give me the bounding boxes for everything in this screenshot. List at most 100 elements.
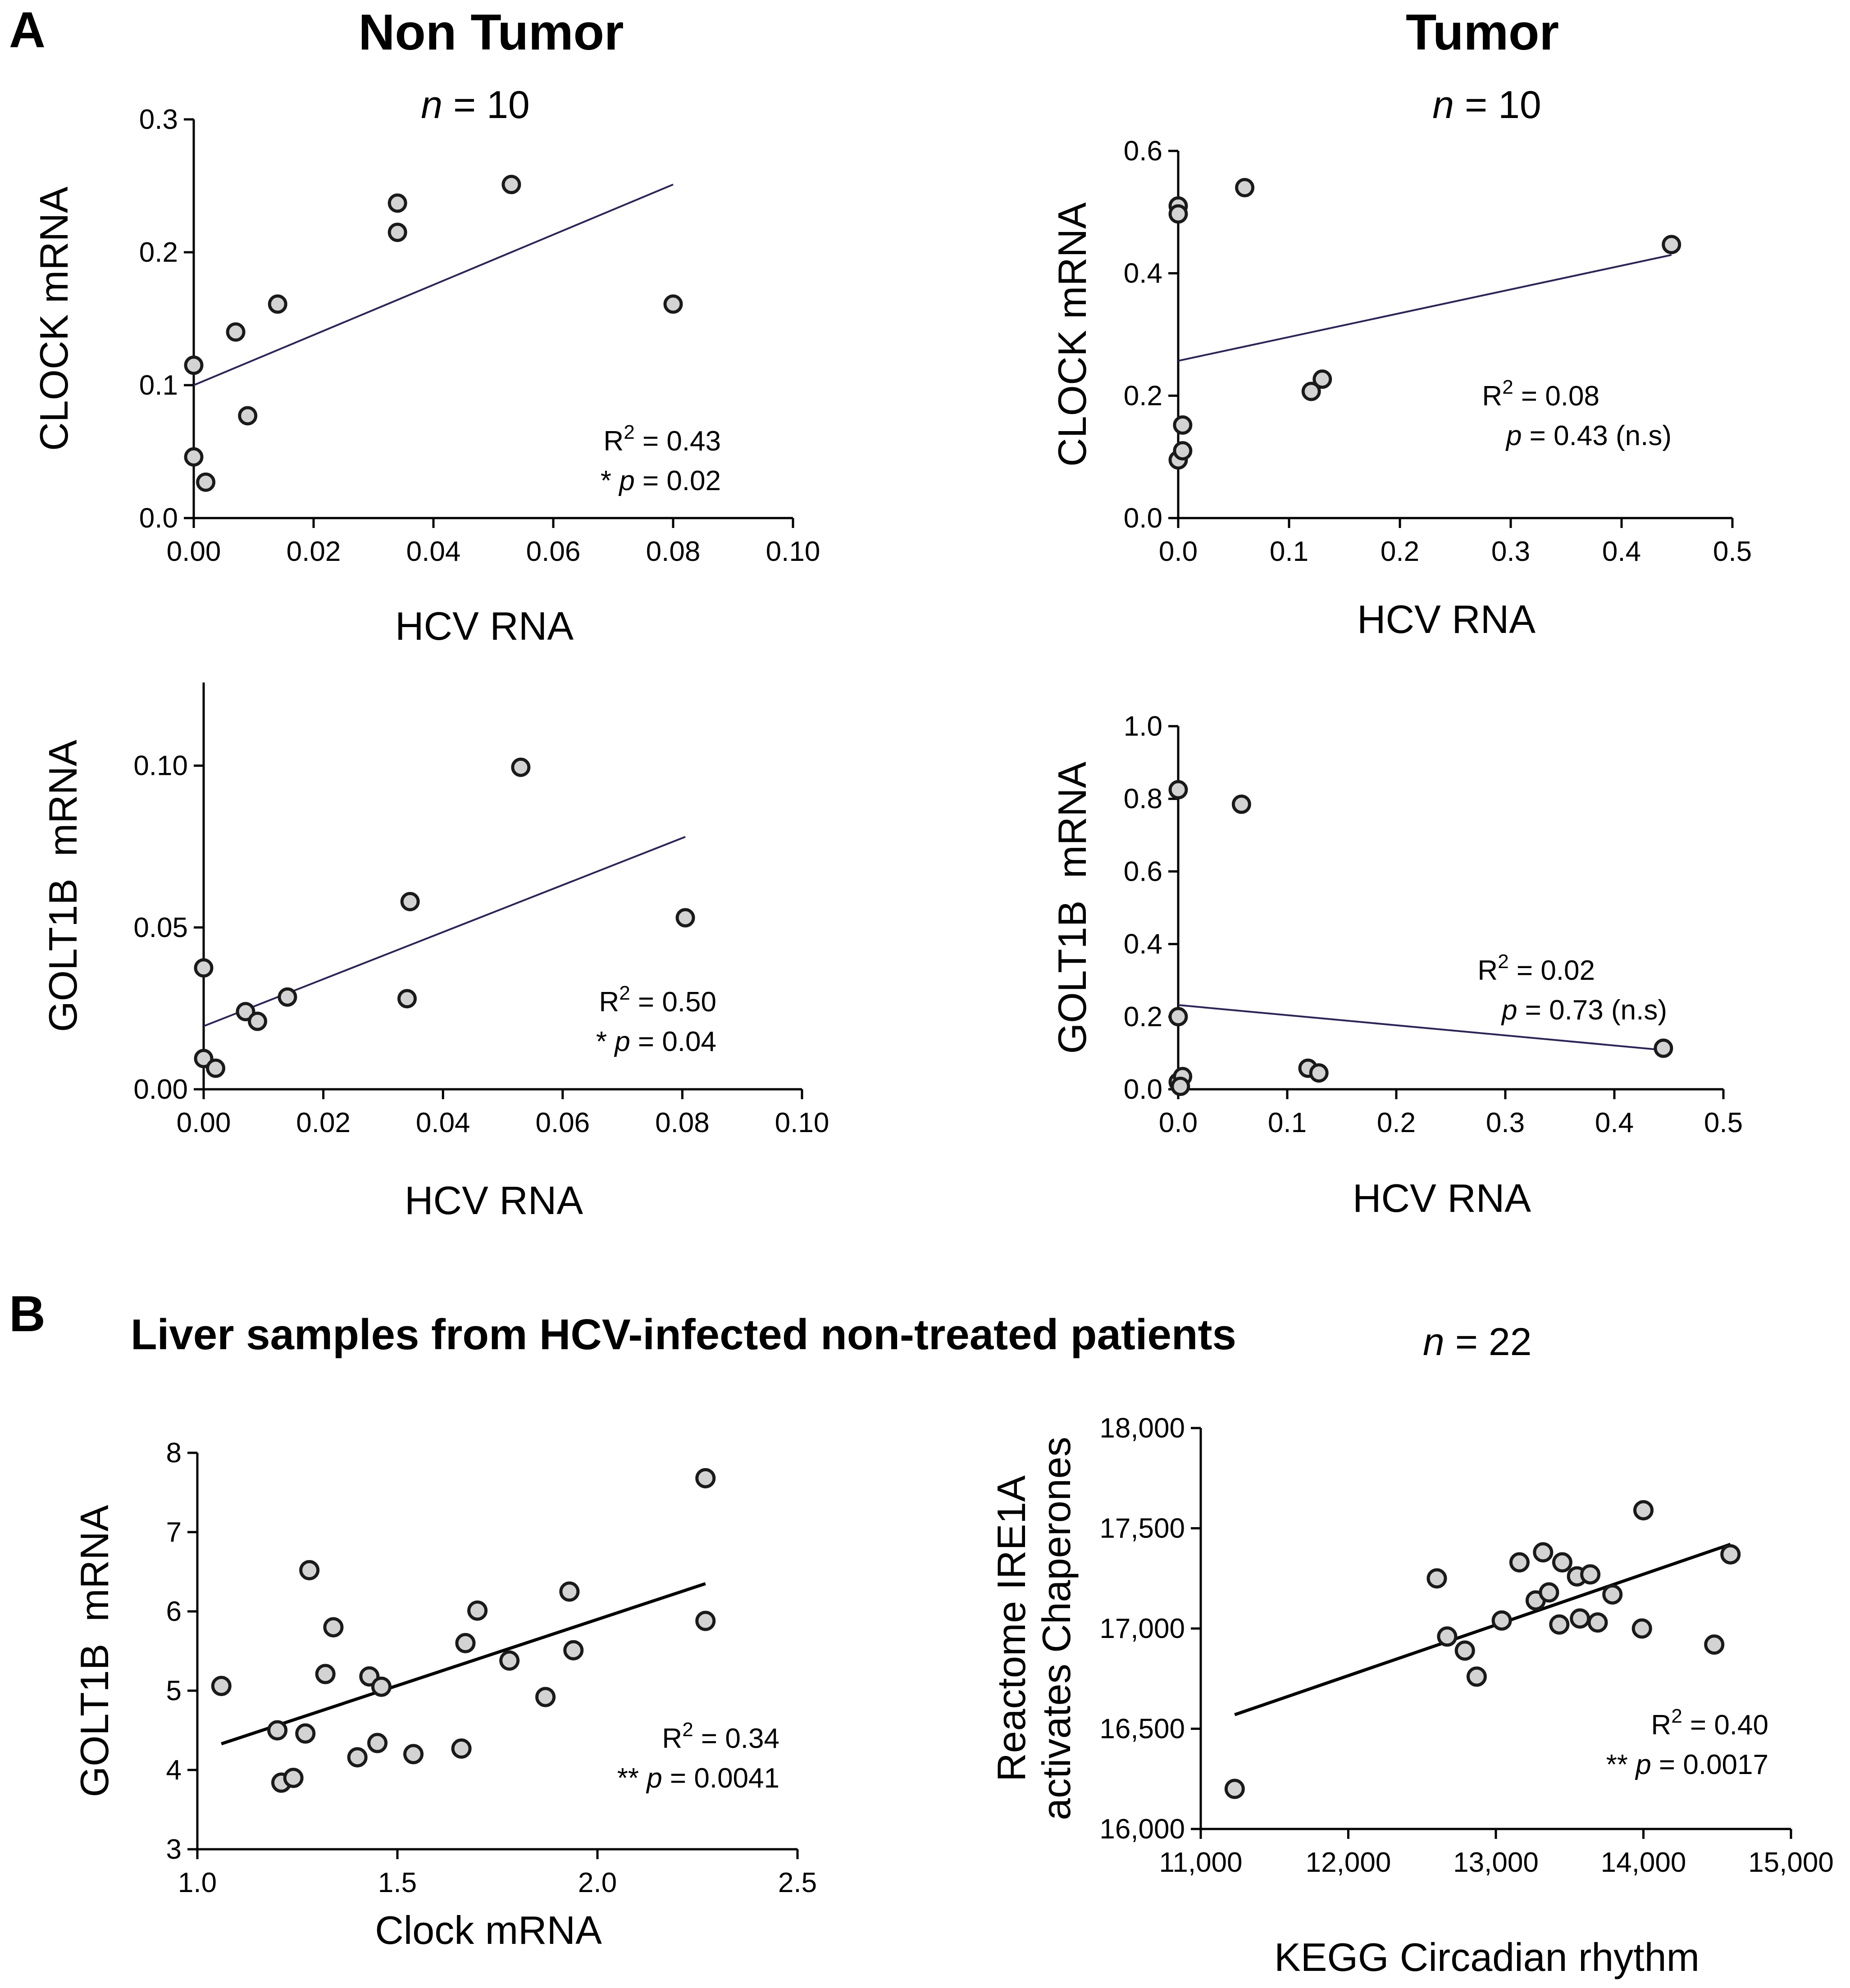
x-tick-label: 0.1 [1270,536,1308,567]
y-axis-label: CLOCK mRNA [1050,202,1094,467]
data-point [1454,1640,1475,1661]
p-value-label: ** p = 0.0041 [617,1763,779,1794]
data-point [1654,1038,1673,1058]
data-point [238,406,258,426]
y-tick-label: 6 [166,1596,182,1627]
x-tick-label: 0.4 [1595,1107,1634,1138]
y-axis-label: activates Chaperones [1034,1437,1079,1820]
regression-line [1234,1542,1731,1716]
y-tick-label: 16,500 [1099,1714,1185,1745]
x-tick-label: 14,000 [1601,1847,1686,1878]
x-tick-label: 0.06 [535,1107,590,1138]
data-point [1168,780,1188,800]
y-tick-label: 0.0 [139,503,178,534]
column-title-tumor: Tumor [1406,4,1559,60]
r-squared-label: R2 = 0.43 [603,421,721,457]
r-squared-label: R2 = 0.34 [662,1719,779,1754]
r-equals: = 0.08 [1513,381,1599,412]
p-symbol: p [1505,420,1522,451]
data-point [1173,441,1193,461]
y-axis-label: CLOCK mRNA [32,187,76,451]
x-tick-label: 1.5 [378,1867,417,1898]
y-tick-label: 0.4 [1124,929,1162,960]
y-tick-label: 0.8 [1124,783,1162,814]
data-point [184,447,204,467]
r-squared-label: R2 = 0.08 [1482,376,1599,412]
p-value-label: * p = 0.02 [601,465,721,496]
data-point [1171,1077,1190,1096]
y-tick-label: 1.0 [1124,711,1162,742]
p-symbol: p [1501,995,1517,1026]
n-count: = 22 [1444,1320,1532,1364]
p-symbol: p [646,1763,662,1794]
data-point [206,1058,226,1078]
data-point [1312,369,1332,389]
data-point [1309,1063,1329,1083]
data-point [194,958,214,978]
y-axis-label: GOLT1B mRNA [1050,761,1094,1054]
y-tick-label: 0.10 [133,751,188,782]
data-point [268,294,287,314]
data-point [695,1610,716,1631]
r-squared-label: R2 = 0.50 [599,982,716,1018]
data-point [283,1768,304,1788]
data-point [184,355,204,375]
y-tick-label: 7 [166,1517,182,1548]
data-point [295,1723,316,1744]
p-stars: * [601,465,619,496]
data-point [315,1664,336,1684]
data-point [367,1733,388,1753]
panel-a-letter: A [9,2,46,58]
data-point [278,987,297,1007]
r-squared-label: R2 = 0.02 [1477,951,1595,986]
y-tick-label: 17,500 [1099,1513,1185,1544]
p-symbol: p [614,1026,630,1057]
x-axis-label: KEGG Circadian rhythm [1274,1935,1700,1979]
r-symbol: R [603,426,624,457]
y-tick-label: 5 [166,1675,182,1706]
x-axis-label: HCV RNA [1357,597,1536,641]
y-tick-label: 17,000 [1099,1613,1185,1644]
x-tick-label: 0.04 [406,536,461,567]
x-axis-label: Clock mRNA [375,1908,602,1952]
data-point [387,193,407,213]
data-point [267,1720,288,1741]
y-tick-label: 4 [166,1755,182,1786]
chart-nontumor-golt1b: 0.00 0.05 0.10 0.00 0.02 0.04 0.06 0.08 0.10 HCV … [41,682,829,1223]
y-tick-label: 18,000 [1099,1413,1185,1444]
data-point [1231,794,1251,814]
p-number: = 0.02 [635,465,721,496]
data-point [1570,1608,1590,1629]
r-symbol: R [1477,955,1498,986]
data-point [403,1744,424,1765]
r-symbol: R [1651,1710,1671,1741]
p-stars: ** [1606,1749,1636,1780]
x-tick-label: 0.3 [1491,536,1530,567]
p-value-label: ** p = 0.0017 [1606,1749,1768,1780]
x-tick-label: 0.5 [1713,536,1752,567]
data-point [1587,1612,1608,1633]
x-tick-label: 1.0 [178,1867,217,1898]
data-point [1704,1634,1725,1655]
r-exponent: 2 [1671,1705,1682,1727]
data-point [1301,382,1321,401]
p-value-label: p = 0.73 (n.s) [1501,995,1667,1026]
r-equals: = 0.43 [635,426,721,457]
x-tick-label: 0.5 [1704,1107,1743,1138]
chart-b-clock-golt1b: 3 4 5 6 7 8 1.0 1.5 2.0 2.5 Clock mRNA GOLT1B mRNA R… [72,1438,817,1952]
x-tick-label: 0.4 [1602,536,1641,567]
chart-tumor-golt1b: 0.0 0.2 0.4 0.6 0.8 1.0 0.0 0.1 0.2 0.3 0.4 0.5 HCV … [1050,711,1743,1220]
y-axis-label: Reactome IRE1A [989,1475,1034,1782]
x-tick-label: 0.06 [526,536,581,567]
panel-b-letter: B [9,1286,46,1342]
data-point [1173,415,1193,435]
n-symbol: n [421,83,442,127]
r-exponent: 2 [1502,376,1513,398]
data-point [387,223,407,242]
r-symbol: R [599,987,619,1018]
x-tick-label: 0.08 [646,536,701,567]
data-point [1631,1618,1652,1639]
y-tick-label: 0.3 [139,104,178,135]
x-tick-label: 11,000 [1159,1847,1242,1878]
